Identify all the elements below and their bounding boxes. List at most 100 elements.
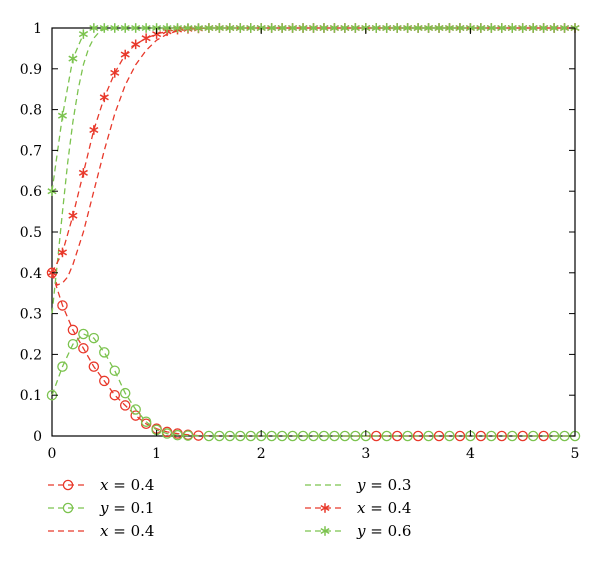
data-point xyxy=(444,23,455,33)
data-point xyxy=(308,430,319,442)
data-point xyxy=(120,49,130,60)
series-1 xyxy=(46,267,575,441)
plot-area xyxy=(46,23,581,442)
series-line xyxy=(51,333,575,437)
data-point xyxy=(381,430,392,442)
series-2 xyxy=(46,328,575,441)
y-tick-label: 0 xyxy=(33,429,42,445)
data-point xyxy=(476,23,486,33)
data-point xyxy=(162,23,172,33)
data-point xyxy=(434,23,444,33)
y-axis: 0 0.1 0.2 0.3 0.4 0.5 0.6 0.7 0.8 0.9 1 xyxy=(20,21,575,445)
data-point xyxy=(518,23,528,33)
legend-label: x = 0.4 xyxy=(100,522,154,540)
data-point xyxy=(193,23,203,33)
data-point xyxy=(517,430,528,442)
series-4 xyxy=(51,27,575,314)
data-point xyxy=(225,23,235,33)
data-point xyxy=(528,23,538,33)
x-tick-label: 4 xyxy=(466,446,475,462)
data-point xyxy=(245,430,256,442)
series-line xyxy=(51,27,575,286)
data-point xyxy=(391,430,403,442)
data-point xyxy=(559,23,570,33)
data-point xyxy=(203,430,215,442)
data-point xyxy=(288,23,298,33)
data-point xyxy=(402,430,413,442)
data-point xyxy=(246,23,256,33)
legend-label: x = 0.4 xyxy=(100,476,154,494)
legend-item-4: y = 0.3 xyxy=(305,476,411,494)
data-point xyxy=(433,430,445,442)
data-point xyxy=(78,343,89,354)
data-point xyxy=(214,23,224,33)
series-6 xyxy=(47,23,580,196)
y-tick-label: 0.2 xyxy=(20,347,42,363)
series-line xyxy=(51,272,575,437)
data-point xyxy=(455,23,465,33)
legend-item-5: x = 0.4 xyxy=(305,499,411,517)
data-point xyxy=(506,430,518,442)
y-tick-label: 0.7 xyxy=(20,143,42,159)
plot-frame xyxy=(51,27,576,437)
data-point xyxy=(297,430,309,442)
data-point xyxy=(99,347,110,358)
y-tick-label: 1 xyxy=(33,21,42,37)
data-point xyxy=(412,430,424,442)
data-point xyxy=(539,23,549,33)
data-point xyxy=(99,23,109,33)
data-point xyxy=(339,430,351,442)
legend-item-3: x = 0.4 xyxy=(48,522,154,540)
data-point xyxy=(507,23,517,33)
y-tick-label: 0.5 xyxy=(20,225,42,241)
data-point xyxy=(68,210,78,221)
x-tick-label: 3 xyxy=(361,446,370,462)
data-point xyxy=(109,365,121,376)
data-point xyxy=(413,23,423,33)
data-point xyxy=(340,23,350,33)
x-tick-label: 2 xyxy=(257,446,266,462)
legend-swatch-marker xyxy=(62,502,74,514)
data-point xyxy=(68,53,78,64)
y-tick-label: 0.8 xyxy=(20,103,42,119)
x-tick-label: 0 xyxy=(48,446,57,462)
data-point xyxy=(371,430,382,442)
y-tick-label: 0.6 xyxy=(20,184,42,200)
data-point xyxy=(277,23,287,33)
data-point xyxy=(308,23,319,33)
data-point xyxy=(392,23,402,33)
data-point xyxy=(99,92,109,103)
data-point xyxy=(329,23,339,33)
y-tick-label: 0.3 xyxy=(20,307,42,323)
data-point xyxy=(78,168,88,178)
y-tick-label: 0.4 xyxy=(20,266,42,282)
legend-item-6: y = 0.6 xyxy=(305,522,411,540)
x-tick-label: 5 xyxy=(571,446,580,462)
data-point xyxy=(497,23,507,33)
data-point xyxy=(78,29,88,39)
y-tick-label: 0.1 xyxy=(20,388,42,404)
data-point xyxy=(161,428,173,439)
data-point xyxy=(549,23,559,33)
data-point xyxy=(548,430,560,442)
data-point xyxy=(110,23,120,33)
data-point xyxy=(496,430,508,442)
data-point xyxy=(89,23,99,33)
data-point xyxy=(67,338,79,350)
legend: x = 0.4 y = 0.1 x = 0.4 y = 0.3 x = 0.4 y = 0… xyxy=(48,476,411,540)
data-point xyxy=(527,430,539,442)
legend-label: y = 0.1 xyxy=(99,499,154,517)
data-point xyxy=(298,23,308,33)
data-point xyxy=(88,332,100,344)
data-point xyxy=(57,247,68,258)
series-5 xyxy=(47,23,580,278)
data-point xyxy=(266,430,277,442)
data-point xyxy=(130,404,141,415)
legend-swatch-marker xyxy=(320,503,330,513)
data-point xyxy=(276,430,288,442)
data-point xyxy=(350,23,360,33)
data-point xyxy=(423,430,434,442)
data-point xyxy=(204,23,214,33)
data-point xyxy=(371,23,381,33)
